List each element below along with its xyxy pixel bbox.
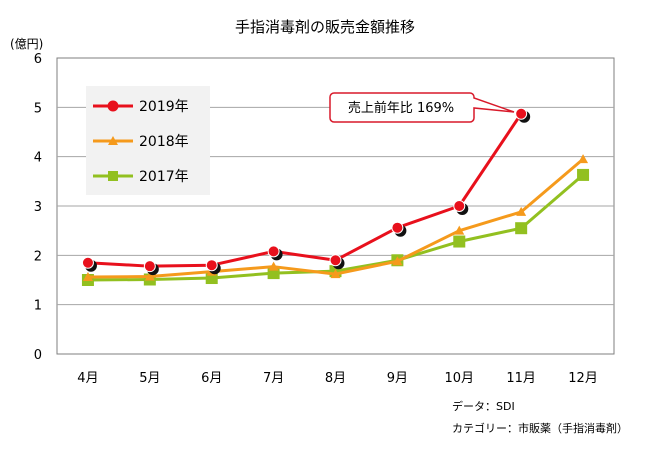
- series-line: [87, 112, 523, 268]
- x-tick-label: 6月: [201, 371, 222, 386]
- series-1: [82, 154, 589, 282]
- data-point: [515, 222, 528, 235]
- data-point: [268, 261, 279, 271]
- data-point: [516, 206, 527, 216]
- data-point: [578, 154, 589, 164]
- legend: 2019年 2018年 2017年: [86, 86, 210, 195]
- data-point: [515, 107, 528, 120]
- y-tick-label: 4: [34, 151, 42, 166]
- y-axis-unit: (億円): [10, 37, 43, 51]
- legend-item: 2018年: [93, 134, 189, 150]
- callout-shape: [329, 92, 515, 123]
- legend-marker: [107, 100, 119, 112]
- x-tick-label: 8月: [325, 371, 346, 386]
- data-point: [391, 221, 404, 234]
- data-point: [330, 269, 341, 279]
- y-tick-label: 0: [34, 348, 42, 363]
- data-point: [144, 271, 155, 281]
- x-tick-label: 7月: [263, 371, 284, 386]
- legend-label: 2018年: [139, 134, 189, 150]
- legend-label: 2017年: [139, 169, 189, 185]
- data-point: [453, 235, 466, 248]
- data-point: [454, 225, 465, 235]
- x-tick-label: 12月: [568, 371, 598, 386]
- data-point: [453, 200, 466, 212]
- data-point: [82, 272, 93, 282]
- data-point: [205, 259, 218, 272]
- data-point: [143, 260, 156, 273]
- chart-title: 手指消毒剤の販売金額推移: [235, 18, 415, 36]
- y-tick-label: 1: [34, 299, 42, 314]
- x-tick-label: 11月: [506, 371, 536, 386]
- data-point: [329, 254, 342, 267]
- data-point: [81, 256, 94, 269]
- yoy-callout: 売上前年比 169%: [329, 92, 515, 123]
- x-tick-label: 9月: [387, 371, 408, 386]
- x-tick-label: 4月: [77, 371, 98, 386]
- y-tick-label: 3: [34, 200, 42, 215]
- footnote-category: カテゴリー：市販薬（手指消毒剤）: [452, 422, 628, 435]
- callout-text: 売上前年比 169%: [348, 100, 454, 116]
- legend-item: 2017年: [93, 169, 189, 185]
- y-tick-label: 6: [34, 52, 42, 67]
- legend-label: 2019年: [139, 99, 189, 115]
- legend-item: 2019年: [93, 99, 189, 115]
- data-point: [577, 168, 590, 181]
- legend-marker: [108, 136, 118, 145]
- y-tick-label: 5: [34, 101, 42, 116]
- series-group: [81, 107, 590, 286]
- data-point: [267, 245, 280, 258]
- footnote-source: データ：SDI: [452, 400, 515, 413]
- x-tick-label: 10月: [445, 371, 475, 386]
- y-tick-label: 2: [34, 249, 42, 264]
- x-tick-label: 5月: [139, 371, 160, 386]
- data-point: [392, 256, 403, 266]
- legend-marker: [108, 171, 118, 181]
- x-axis-ticks: 4月 5月 6月 7月 8月 9月 10月 11月 12月: [77, 371, 598, 386]
- series-0: [81, 107, 531, 276]
- y-axis-ticks: 0 1 2 3 4 5 6: [34, 52, 42, 363]
